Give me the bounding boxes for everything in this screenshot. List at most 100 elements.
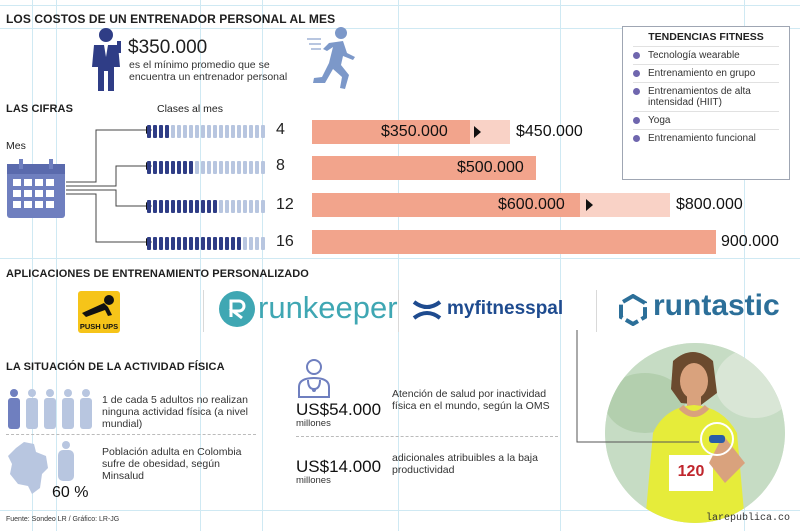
price-min-label: $600.000 [498,196,565,213]
class-segment [189,199,193,213]
bullet-dot-icon [633,117,640,124]
class-segment [153,124,157,138]
classes-indicator-16 [147,236,267,250]
class-segment [153,236,157,250]
classes-indicator-12 [147,199,267,213]
apps-title: APLICACIONES DE ENTRENAMIENTO PERSONALIZ… [6,268,309,280]
class-segment [213,236,217,250]
class-segment [237,124,241,138]
class-segment [165,124,169,138]
price-min-bar [312,156,536,180]
class-segment [207,199,211,213]
class-segment [159,160,163,174]
classes-count: 4 [276,121,285,138]
arrow-right-icon [586,199,593,211]
health-cost-text: Atención de salud por inactividad física… [392,388,550,412]
guide-line [200,0,201,531]
price-min-label: $350.000 [381,123,448,140]
class-segment [171,236,175,250]
class-segment [213,160,217,174]
classes-count: 8 [276,157,285,174]
class-segment [153,199,157,213]
under-armour-logo-icon [412,300,442,320]
guide-line [56,0,57,531]
health-cost-amount: US$54.000 [296,400,382,419]
class-segment [189,160,193,174]
divider [203,290,204,332]
runtastic-logo-icon [619,294,647,326]
class-segment [225,160,229,174]
divider [596,290,597,332]
price-min-label: $500.000 [457,159,524,176]
runner-illustration [605,343,785,523]
class-segment [177,160,181,174]
runtastic-name: runtastic [653,289,780,322]
bullet-dot-icon [633,52,640,59]
classes-count: 16 [276,233,294,250]
class-segment [159,124,163,138]
class-segment [201,160,205,174]
bullet-dot-icon [633,88,640,95]
class-segment [189,124,193,138]
classes-indicator-4 [147,124,267,138]
class-segment [231,160,235,174]
bullet-dot-icon [633,135,640,142]
class-segment [147,124,151,138]
productivity-cost-amount: US$14.000 [296,457,382,476]
class-segment [243,124,247,138]
class-segment [225,236,229,250]
class-segment [231,124,235,138]
class-segment [249,199,253,213]
class-segment [195,160,199,174]
class-segment [201,124,205,138]
trend-item: Tecnología wearable [633,46,779,64]
class-segment [243,160,247,174]
source-credit: Fuente: Sondeo LR / Gráfico: LR-JG [6,516,120,523]
class-segment [255,160,259,174]
class-segment [177,236,181,250]
classes-per-month-label: Clases al mes [157,103,223,115]
class-segment [159,199,163,213]
divider [398,290,399,332]
fitness-trends-title: TENDENCIAS FITNESS [648,31,764,43]
runkeeper-name: runkeeper [258,290,398,325]
watermark: larepublica.co [706,513,791,524]
class-segment [219,199,223,213]
class-segment [249,124,253,138]
colombia-map-icon [8,442,48,494]
minimum-price-description: es el mínimo promedio que se encuentra u… [129,59,288,83]
class-segment [213,124,217,138]
trend-item: Entrenamiento en grupo [633,64,779,82]
trend-item: Yoga [633,111,779,129]
class-segment [165,199,169,213]
class-segment [195,124,199,138]
class-segment [189,236,193,250]
obese-person-icon [58,441,74,481]
class-segment [183,199,187,213]
guide-line [0,5,800,6]
price-min-bar [312,230,716,254]
class-segment [255,199,259,213]
trend-item: Entrenamiento funcional [633,129,779,147]
figures-title: LAS CIFRAS [6,103,73,115]
guide-line [32,0,33,531]
class-segment [153,160,157,174]
class-segment [171,199,175,213]
push-ups-figure-icon [82,295,114,317]
class-segment [225,124,229,138]
class-segment [261,160,265,174]
class-segment [183,124,187,138]
class-segment [231,236,235,250]
price-min-label: 900.000 [721,233,779,250]
classes-indicator-8 [147,160,267,174]
class-segment [225,199,229,213]
guide-line [560,0,561,531]
trend-item: Entrenamientos de alta intensidad (HIIT) [633,82,779,111]
class-segment [195,199,199,213]
class-segment [147,236,151,250]
calendar-icon [7,159,65,218]
arrow-right-icon [474,126,481,138]
adults-group-icon [8,389,92,429]
guide-line [744,0,745,531]
divider [296,436,558,437]
